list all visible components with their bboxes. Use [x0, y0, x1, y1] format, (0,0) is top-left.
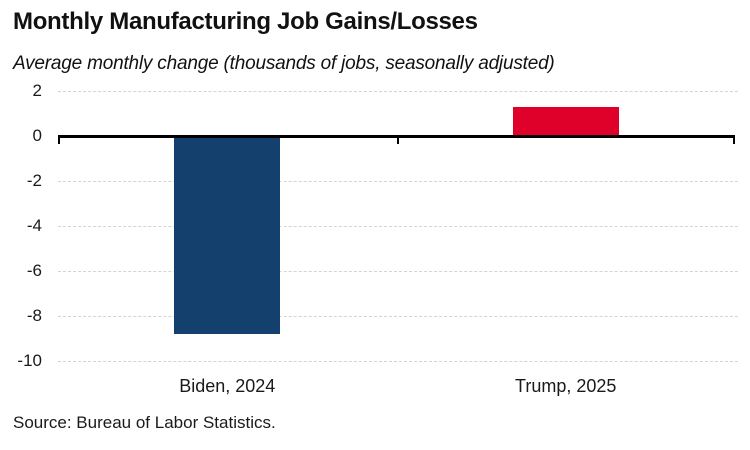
chart-subtitle: Average monthly change (thousands of job… — [13, 53, 555, 74]
y-tick-label: -10 — [17, 351, 42, 370]
gridline — [58, 225, 738, 227]
y-tick-label: -2 — [26, 171, 42, 190]
y-tick-label: -6 — [26, 261, 42, 280]
gridline — [58, 315, 738, 317]
axis-tick — [396, 134, 399, 144]
chart-title: Monthly Manufacturing Job Gains/Losses — [13, 8, 478, 35]
axis-tick — [733, 134, 735, 144]
gridline — [58, 90, 738, 92]
x-category-label: Trump, 2025 — [515, 376, 617, 396]
bar-biden-2024 — [174, 136, 281, 334]
x-category-label: Biden, 2024 — [179, 376, 276, 396]
source-note: Source: Bureau of Labor Statistics. — [13, 413, 276, 432]
gridline — [58, 180, 738, 182]
gridline — [58, 360, 738, 362]
gridline — [58, 270, 738, 272]
axis-tick — [58, 134, 60, 144]
y-tick-label: 2 — [32, 81, 42, 100]
bar-trump-2025 — [512, 106, 619, 136]
y-tick-label: -8 — [26, 306, 42, 325]
y-tick-label: -4 — [26, 216, 42, 235]
y-tick-label: 0 — [32, 126, 42, 145]
